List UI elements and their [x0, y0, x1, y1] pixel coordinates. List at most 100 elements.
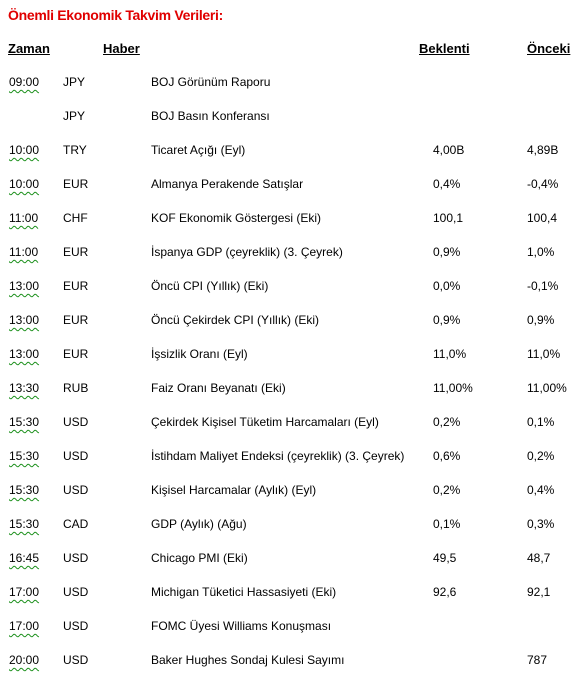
expected-cell: 0,9%: [433, 313, 461, 327]
time-cell: 15:30: [9, 449, 40, 463]
news-cell: Öncü CPI (Yıllık) (Eki): [151, 279, 269, 293]
expected-cell: 0,2%: [433, 415, 461, 429]
news-cell: Michigan Tüketici Hassasiyeti (Eki): [151, 585, 337, 599]
table-row: 15:30 USD Kişisel Harcamalar (Aylık) (Eyl)…: [0, 483, 581, 503]
news-cell: Öncü Çekirdek CPI (Yıllık) (Eki): [151, 313, 320, 327]
table-row: 10:00 TRY Ticaret Açığı (Eyl) 4,00B 4,89B: [0, 143, 581, 163]
time-cell: 13:00: [9, 313, 40, 327]
currency-cell: EUR: [63, 177, 89, 191]
news-cell: Faiz Oranı Beyanatı (Eki): [151, 381, 286, 395]
time-cell: 15:30: [9, 415, 40, 429]
expected-cell: 11,00%: [433, 381, 473, 395]
previous-cell: -0,4%: [527, 177, 559, 191]
table-row: 15:30 USD Çekirdek Kişisel Tüketim Harcama…: [0, 415, 581, 435]
previous-cell: 4,89B: [527, 143, 559, 157]
currency-cell: USD: [63, 551, 89, 565]
currency-cell: JPY: [63, 75, 86, 89]
currency-cell: EUR: [63, 279, 89, 293]
table-row: 10:00 EUR Almanya Perakende Satışlar 0,4% -0…: [0, 177, 581, 197]
table-row: 15:30 CAD GDP (Aylık) (Ağu) 0,1% 0,3%: [0, 517, 581, 537]
time-cell: 15:30: [9, 517, 40, 531]
currency-cell: USD: [63, 619, 89, 633]
time-cell: 10:00: [9, 143, 40, 157]
header-time: Zaman: [8, 41, 50, 56]
previous-cell: 787: [527, 653, 548, 667]
time-cell: 11:00: [9, 245, 39, 259]
previous-cell: 100,4: [527, 211, 558, 225]
expected-cell: 0,6%: [433, 449, 461, 463]
header-previous: Önceki: [527, 41, 571, 56]
table-row: 13:30 RUB Faiz Oranı Beyanatı (Eki) 11,00% 1…: [0, 381, 581, 401]
news-cell: Almanya Perakende Satışlar: [151, 177, 304, 191]
previous-cell: 11,0%: [527, 347, 561, 361]
previous-cell: 0,3%: [527, 517, 555, 531]
news-cell: KOF Ekonomik Göstergesi (Eki): [151, 211, 322, 225]
previous-cell: 0,1%: [527, 415, 555, 429]
news-cell: Chicago PMI (Eki): [151, 551, 248, 565]
currency-cell: CAD: [63, 517, 89, 531]
news-cell: İspanya GDP (çeyreklik) (3. Çeyrek): [151, 245, 343, 259]
currency-cell: USD: [63, 653, 89, 667]
news-cell: BOJ Görünüm Raporu: [151, 75, 271, 89]
time-cell: 17:00: [9, 619, 40, 633]
currency-cell: TRY: [63, 143, 87, 157]
currency-cell: CHF: [63, 211, 88, 225]
previous-cell: 0,2%: [527, 449, 555, 463]
previous-cell: 92,1: [527, 585, 551, 599]
expected-cell: 4,00B: [433, 143, 465, 157]
table-row: 17:00 USD Michigan Tüketici Hassasiyeti (E…: [0, 585, 581, 605]
time-cell: 13:00: [9, 279, 40, 293]
time-cell: 17:00: [9, 585, 40, 599]
table-row: 13:00 EUR Öncü CPI (Yıllık) (Eki) 0,0% -0,1%: [0, 279, 581, 299]
news-cell: BOJ Basın Konferansı: [151, 109, 270, 123]
currency-cell: EUR: [63, 347, 89, 361]
table-row: 11:00 CHF KOF Ekonomik Göstergesi (Eki) 100…: [0, 211, 581, 231]
expected-cell: 0,1%: [433, 517, 461, 531]
expected-cell: 49,5: [433, 551, 457, 565]
table-row: 16:45 USD Chicago PMI (Eki) 49,5 48,7: [0, 551, 581, 571]
news-cell: İşsizlik Oranı (Eyl): [151, 347, 248, 361]
table-row: 13:00 EUR İşsizlik Oranı (Eyl) 11,0% 11,0%: [0, 347, 581, 367]
news-cell: Baker Hughes Sondaj Kulesi Sayımı: [151, 653, 345, 667]
expected-cell: 0,4%: [433, 177, 461, 191]
currency-cell: RUB: [63, 381, 89, 395]
table-row: 20:00 USD Baker Hughes Sondaj Kulesi Sayım…: [0, 653, 581, 673]
previous-cell: 48,7: [527, 551, 551, 565]
news-cell: GDP (Aylık) (Ağu): [151, 517, 247, 531]
table-row: JPY BOJ Basın Konferansı: [0, 109, 581, 129]
table-row: 17:00 USD FOMC Üyesi Williams Konuşması: [0, 619, 581, 639]
currency-cell: USD: [63, 483, 89, 497]
time-cell: 16:45: [9, 551, 40, 565]
time-cell: 09:00: [9, 75, 40, 89]
currency-cell: JPY: [63, 109, 86, 123]
time-cell: 13:30: [9, 381, 40, 395]
news-cell: Ticaret Açığı (Eyl): [151, 143, 246, 157]
header-news: Haber: [103, 41, 140, 56]
previous-cell: 1,0%: [527, 245, 555, 259]
expected-cell: 11,0%: [433, 347, 467, 361]
previous-cell: -0,1%: [527, 279, 559, 293]
expected-cell: 0,0%: [433, 279, 461, 293]
page-title: Önemli Ekonomik Takvim Verileri:: [8, 7, 224, 23]
table-row: 15:30 USD İstihdam Maliyet Endeksi (çeyrek…: [0, 449, 581, 469]
time-cell: 13:00: [9, 347, 40, 361]
previous-cell: 0,9%: [527, 313, 555, 327]
currency-cell: USD: [63, 585, 89, 599]
expected-cell: 0,9%: [433, 245, 461, 259]
table-row: 11:00 EUR İspanya GDP (çeyreklik) (3. Çeyr…: [0, 245, 581, 265]
previous-cell: 11,00%: [527, 381, 567, 395]
expected-cell: 0,2%: [433, 483, 461, 497]
currency-cell: EUR: [63, 313, 89, 327]
news-cell: İstihdam Maliyet Endeksi (çeyreklik) (3.…: [151, 449, 405, 463]
table-row: 13:00 EUR Öncü Çekirdek CPI (Yıllık) (Eki)…: [0, 313, 581, 333]
time-cell: 20:00: [9, 653, 40, 667]
previous-cell: 0,4%: [527, 483, 555, 497]
news-cell: Kişisel Harcamalar (Aylık) (Eyl): [151, 483, 317, 497]
time-cell: 10:00: [9, 177, 40, 191]
news-cell: Çekirdek Kişisel Tüketim Harcamaları (Ey…: [151, 415, 379, 429]
currency-cell: USD: [63, 449, 89, 463]
currency-cell: USD: [63, 415, 89, 429]
time-cell: 15:30: [9, 483, 40, 497]
time-cell: 11:00: [9, 211, 39, 225]
news-cell: FOMC Üyesi Williams Konuşması: [151, 619, 332, 633]
